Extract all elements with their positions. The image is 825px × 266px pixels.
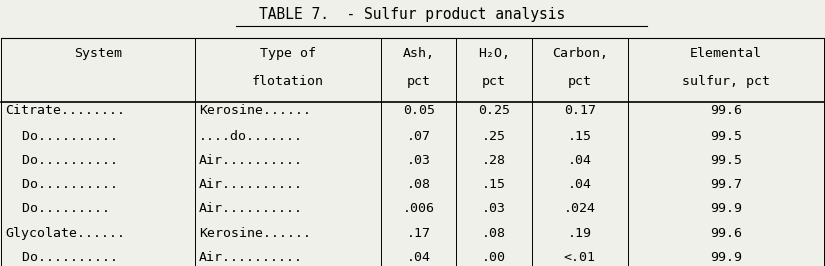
Text: 99.6: 99.6 (710, 227, 742, 239)
Text: Carbon,: Carbon, (552, 47, 608, 60)
Text: pct: pct (407, 76, 431, 89)
Text: flotation: flotation (252, 76, 324, 89)
Text: Do..........: Do.......... (6, 178, 117, 191)
Text: Do..........: Do.......... (6, 154, 117, 167)
Text: System: System (74, 47, 122, 60)
Text: 99.5: 99.5 (710, 154, 742, 167)
Text: Air..........: Air.......... (199, 202, 303, 215)
Text: 99.7: 99.7 (710, 178, 742, 191)
Text: ....do.......: ....do....... (199, 130, 303, 143)
Text: .15: .15 (482, 178, 506, 191)
Text: 0.05: 0.05 (403, 104, 435, 117)
Text: .04: .04 (568, 178, 592, 191)
Text: .17: .17 (407, 227, 431, 239)
Text: 0.25: 0.25 (478, 104, 510, 117)
Text: .19: .19 (568, 227, 592, 239)
Text: Air..........: Air.......... (199, 154, 303, 167)
Text: 99.5: 99.5 (710, 130, 742, 143)
Text: .15: .15 (568, 130, 592, 143)
Text: Citrate........: Citrate........ (6, 104, 125, 117)
Text: .04: .04 (568, 154, 592, 167)
Text: Do..........: Do.......... (6, 251, 117, 264)
Text: 99.6: 99.6 (710, 104, 742, 117)
Text: .08: .08 (407, 178, 431, 191)
Text: Do..........: Do.......... (6, 130, 117, 143)
Text: TABLE 7.  - Sulfur product analysis: TABLE 7. - Sulfur product analysis (259, 7, 566, 22)
Text: H₂O,: H₂O, (478, 47, 510, 60)
Text: 99.9: 99.9 (710, 202, 742, 215)
Text: <.01: <.01 (563, 251, 596, 264)
Text: pct: pct (482, 76, 506, 89)
Text: .006: .006 (403, 202, 435, 215)
Text: .00: .00 (482, 251, 506, 264)
Text: pct: pct (568, 76, 592, 89)
Text: Elemental: Elemental (690, 47, 761, 60)
Text: .08: .08 (482, 227, 506, 239)
Text: Air..........: Air.......... (199, 178, 303, 191)
Text: .04: .04 (407, 251, 431, 264)
Text: .07: .07 (407, 130, 431, 143)
Text: Do.........: Do......... (6, 202, 110, 215)
Text: 99.9: 99.9 (710, 251, 742, 264)
Text: Type of: Type of (260, 47, 316, 60)
Text: .024: .024 (563, 202, 596, 215)
Text: Air..........: Air.......... (199, 251, 303, 264)
Text: Ash,: Ash, (403, 47, 435, 60)
Text: .25: .25 (482, 130, 506, 143)
Text: Kerosine......: Kerosine...... (199, 104, 311, 117)
Text: Glycolate......: Glycolate...... (6, 227, 125, 239)
Text: 0.17: 0.17 (563, 104, 596, 117)
Text: .03: .03 (482, 202, 506, 215)
Text: sulfur, pct: sulfur, pct (681, 76, 770, 89)
Text: Kerosine......: Kerosine...... (199, 227, 311, 239)
Text: .28: .28 (482, 154, 506, 167)
Text: .03: .03 (407, 154, 431, 167)
